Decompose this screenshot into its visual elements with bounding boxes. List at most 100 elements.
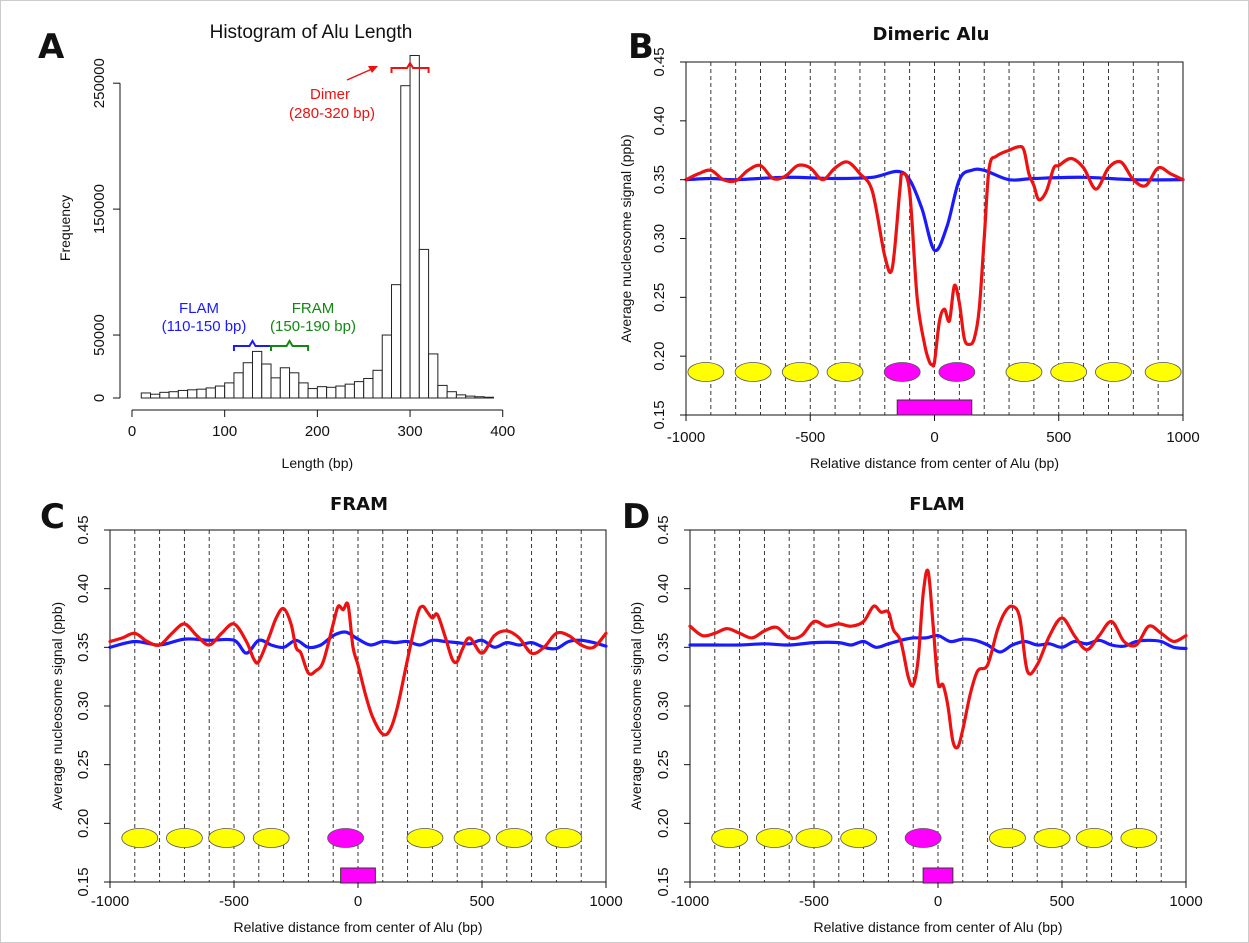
y-tick-label: 0.15 [651,400,668,429]
x-axis-label: Relative distance from center of Alu (bp… [813,919,1062,935]
y-tick-label: 0.45 [651,47,668,76]
y-axis-label: Average nucleosome signal (ppb) [49,602,65,810]
panel-a-letter: A [38,27,65,67]
x-tick-label: -1000 [667,429,705,446]
y-tick-label: 0.35 [655,633,672,662]
histogram-bar [455,394,467,399]
dimer-arrowhead [368,66,378,73]
y-tick-label: 0.25 [75,750,92,779]
histogram-bar [140,392,152,399]
nucleosome-marker-yellow [711,828,749,848]
panel-b-marks: -1000 -500 0 500 1000 Relative distance from … [618,47,1200,471]
y-tick-label: 0.35 [75,633,92,662]
x-tick-label: 0 [354,893,362,910]
histogram-bar [233,372,244,399]
y-tick-label: 0.15 [75,867,92,896]
nucleosome-marker-yellow [208,828,245,848]
panel-c-fram: C FRAM -1000 -500 0 500 1000 Relative distanc… [40,494,623,935]
x-tick-label: 0 [128,423,136,440]
x-axis-label: Length (bp) [282,455,354,471]
nucleosome-marker-magenta [938,362,976,382]
histogram-bar [400,85,411,399]
histogram-bar [214,385,226,399]
histogram-bar [289,372,300,399]
nucleosome-marker-yellow [734,362,772,382]
x-tick-label: 0 [930,429,938,446]
histogram-bar [177,389,189,399]
histogram-bar [344,383,355,399]
panel-a-histogram: A Histogram of Alu Length 0 100 200 300 400 L… [38,22,515,471]
x-tick-label: 0 [934,893,942,910]
histogram-bar [187,389,198,399]
x-axis-label: Relative distance from center of Alu (bp… [810,455,1059,471]
y-tick-label: 0.15 [655,867,672,896]
panel-d-marks: -1000 -500 0 500 1000 Relative distance from … [628,515,1203,935]
histogram-bar [279,367,291,399]
dimer-label: Dimer [310,86,350,103]
histogram-bar [251,350,263,399]
series-line-red [684,145,1185,368]
panel-a-title: Histogram of Alu Length [210,22,413,43]
nucleosome-marker-yellow [755,828,793,848]
x-tick-label: 400 [490,423,515,440]
nucleosome-marker-yellow [121,828,159,848]
nucleosome-marker-yellow [781,362,819,382]
nucleosome-marker-yellow [1033,828,1071,848]
histogram-bar [437,384,448,399]
histogram-bar [168,391,179,399]
y-tick-label: 0.45 [655,515,672,544]
y-tick-label: 250000 [91,58,108,108]
histogram-bar [159,391,170,399]
histogram-bar [261,363,272,399]
histogram-bar [353,381,365,399]
histogram-bar [205,387,216,399]
dimer-range-label: (280-320 bp) [289,105,375,122]
series-line-blue [108,630,608,655]
histogram-bar [307,388,318,399]
y-tick-label: 0.25 [655,750,672,779]
x-tick-label: -1000 [91,893,129,910]
y-tick-label: 0.20 [651,342,668,371]
panel-d-letter: D [622,497,650,537]
x-tick-label: 500 [469,893,494,910]
alu-element-box [922,867,954,884]
y-tick-label: 0.35 [651,165,668,194]
y-tick-label: 0.30 [75,691,92,720]
y-axis-label: Frequency [57,195,73,261]
histogram-bar [428,353,439,399]
histogram-bar [483,396,494,399]
fram-label: FRAM [292,300,335,317]
nucleosome-marker-yellow [795,828,833,848]
panel-b-title: Dimeric Alu [873,24,990,45]
histogram-bar [363,377,374,399]
y-tick-label: 50000 [91,314,108,356]
x-tick-label: 1000 [589,893,622,910]
histogram-bar [409,54,420,399]
y-axis-label: Average nucleosome signal (ppb) [618,134,634,342]
nucleosome-marker-magenta [883,362,921,382]
nucleosome-marker-yellow [1050,362,1088,382]
histogram-bar [298,382,309,399]
flam-label: FLAM [179,300,219,317]
y-tick-label: 0.40 [655,574,672,603]
panel-b-letter: B [628,27,654,67]
alu-element-box [340,867,376,884]
panel-a-marks: 0 100 200 300 400 Length (bp) 0 50000 150000 2500… [57,54,515,471]
panel-d-title: FLAM [909,494,965,515]
nucleosome-marker-yellow [165,828,203,848]
histogram-bar [474,396,485,399]
histogram-bar [150,393,161,399]
y-tick-label: 0.25 [651,283,668,312]
nucleosome-marker-magenta [327,828,365,848]
x-tick-label: 1000 [1166,429,1199,446]
y-tick-label: 0.30 [655,691,672,720]
nucleosome-marker-yellow [989,828,1026,848]
histogram-bar [242,362,253,399]
y-axis-label: Average nucleosome signal (ppb) [628,602,644,810]
nucleosome-marker-yellow [406,828,444,848]
dimer-arrow [346,68,373,81]
histogram-bar [196,388,207,399]
x-tick-label: 1000 [1169,893,1202,910]
histogram-bar [326,386,337,399]
